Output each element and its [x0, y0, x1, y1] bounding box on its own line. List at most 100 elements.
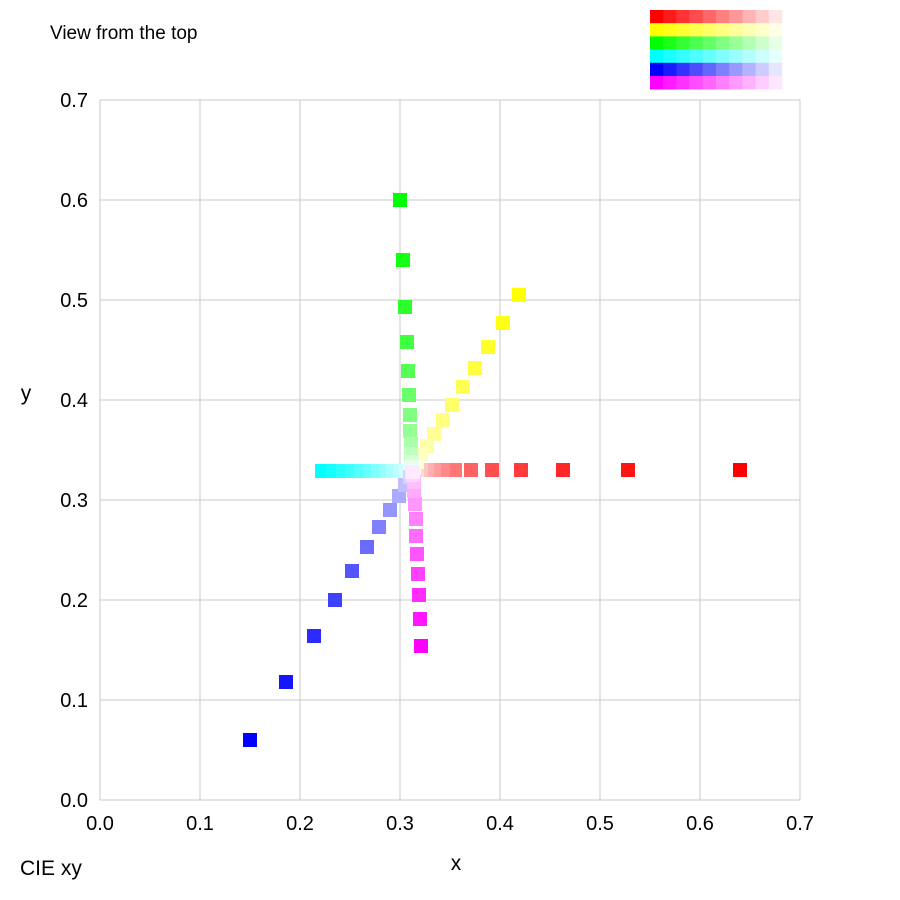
data-point — [406, 465, 420, 479]
data-point — [496, 316, 510, 330]
swatch-cell — [755, 10, 770, 24]
data-point — [396, 253, 410, 267]
swatch-cell — [768, 36, 783, 50]
swatch-cell — [742, 10, 756, 24]
data-point — [243, 733, 257, 747]
swatch-cell — [716, 76, 730, 90]
data-point — [408, 497, 422, 511]
swatch-cell — [742, 36, 756, 50]
data-point — [514, 463, 528, 477]
swatch-cell — [650, 36, 664, 50]
x-tick-label: 0.0 — [86, 813, 114, 835]
swatch-cell — [689, 76, 704, 90]
swatch-cell — [716, 10, 730, 24]
swatch-cell — [716, 62, 730, 77]
data-point — [556, 463, 570, 477]
y-tick-label: 0.6 — [60, 190, 88, 212]
chart-title: View from the top — [50, 23, 198, 44]
data-point — [413, 612, 427, 626]
swatch-cell — [676, 62, 690, 77]
swatch-cell — [755, 76, 770, 90]
x-tick-label: 0.2 — [286, 813, 314, 835]
swatch-cell — [768, 49, 783, 64]
data-point — [401, 364, 415, 378]
data-point — [412, 588, 426, 602]
color-swatch-legend — [650, 10, 783, 90]
swatch-cell — [742, 76, 756, 90]
swatch-cell — [716, 49, 730, 64]
data-point — [485, 463, 499, 477]
swatch-cell — [768, 23, 783, 37]
data-point — [403, 408, 417, 422]
swatch-cell — [663, 76, 677, 90]
data-point — [398, 300, 412, 314]
swatch-cell — [702, 76, 717, 90]
swatch-cell — [689, 49, 704, 64]
data-point — [400, 335, 414, 349]
swatch-cell — [742, 49, 756, 64]
swatch-cell — [650, 49, 664, 64]
data-point — [414, 639, 428, 653]
swatch-cell — [755, 49, 770, 64]
tick-labels: 0.0 0.1 0.2 0.3 0.4 0.5 0.6 0.7 0.0 0.1 0.2 0.3 0.4 0… — [60, 90, 814, 835]
data-point — [403, 424, 417, 438]
data-point — [410, 547, 424, 561]
data-point — [464, 463, 478, 477]
swatch-cell — [689, 62, 704, 77]
data-point — [315, 464, 329, 478]
x-axis-label: x — [451, 852, 462, 875]
swatch-cell — [689, 36, 704, 50]
y-tick-label: 0.3 — [60, 490, 88, 512]
data-point — [436, 413, 450, 427]
swatch-cell — [702, 23, 717, 37]
y-tick-label: 0.2 — [60, 590, 88, 612]
data-point — [392, 489, 406, 503]
y-tick-label: 0.7 — [60, 90, 88, 112]
data-point — [445, 398, 459, 412]
data-point — [733, 463, 747, 477]
data-point — [307, 629, 321, 643]
swatch-cell — [663, 49, 677, 64]
data-point — [456, 380, 470, 394]
data-point — [448, 463, 462, 477]
data-point — [427, 427, 441, 441]
x-tick-label: 0.1 — [186, 813, 214, 835]
data-point — [383, 503, 397, 517]
swatch-cell — [702, 36, 717, 50]
swatch-cell — [768, 62, 783, 77]
chart-caption: CIE xy — [20, 857, 82, 880]
data-point — [360, 540, 374, 554]
swatch-cell — [716, 36, 730, 50]
data-point — [468, 361, 482, 375]
swatch-cell — [702, 49, 717, 64]
plot-frame — [99, 99, 801, 801]
swatch-cell — [650, 10, 664, 24]
swatch-cell — [768, 76, 783, 90]
swatch-cell — [663, 62, 677, 77]
swatch-cell — [702, 62, 717, 77]
data-point — [345, 564, 359, 578]
y-axis-label: y — [21, 382, 32, 405]
data-point — [372, 520, 386, 534]
swatch-cell — [729, 10, 743, 24]
swatch-cell — [729, 62, 743, 77]
y-tick-label: 0.1 — [60, 690, 88, 712]
swatch-cell — [729, 36, 743, 50]
swatch-cell — [689, 23, 704, 37]
swatch-cell — [650, 23, 664, 37]
swatch-cell — [689, 10, 704, 24]
data-point — [409, 512, 423, 526]
swatch-cell — [742, 23, 756, 37]
swatch-cell — [676, 76, 690, 90]
swatch-cell — [676, 36, 690, 50]
data-point — [393, 193, 407, 207]
swatch-cell — [768, 10, 783, 24]
swatch-cell — [742, 62, 756, 77]
data-point — [481, 340, 495, 354]
swatch-cell — [755, 23, 770, 37]
data-points — [243, 193, 747, 747]
y-tick-label: 0.4 — [60, 390, 88, 412]
data-point — [328, 593, 342, 607]
swatch-cell — [663, 36, 677, 50]
